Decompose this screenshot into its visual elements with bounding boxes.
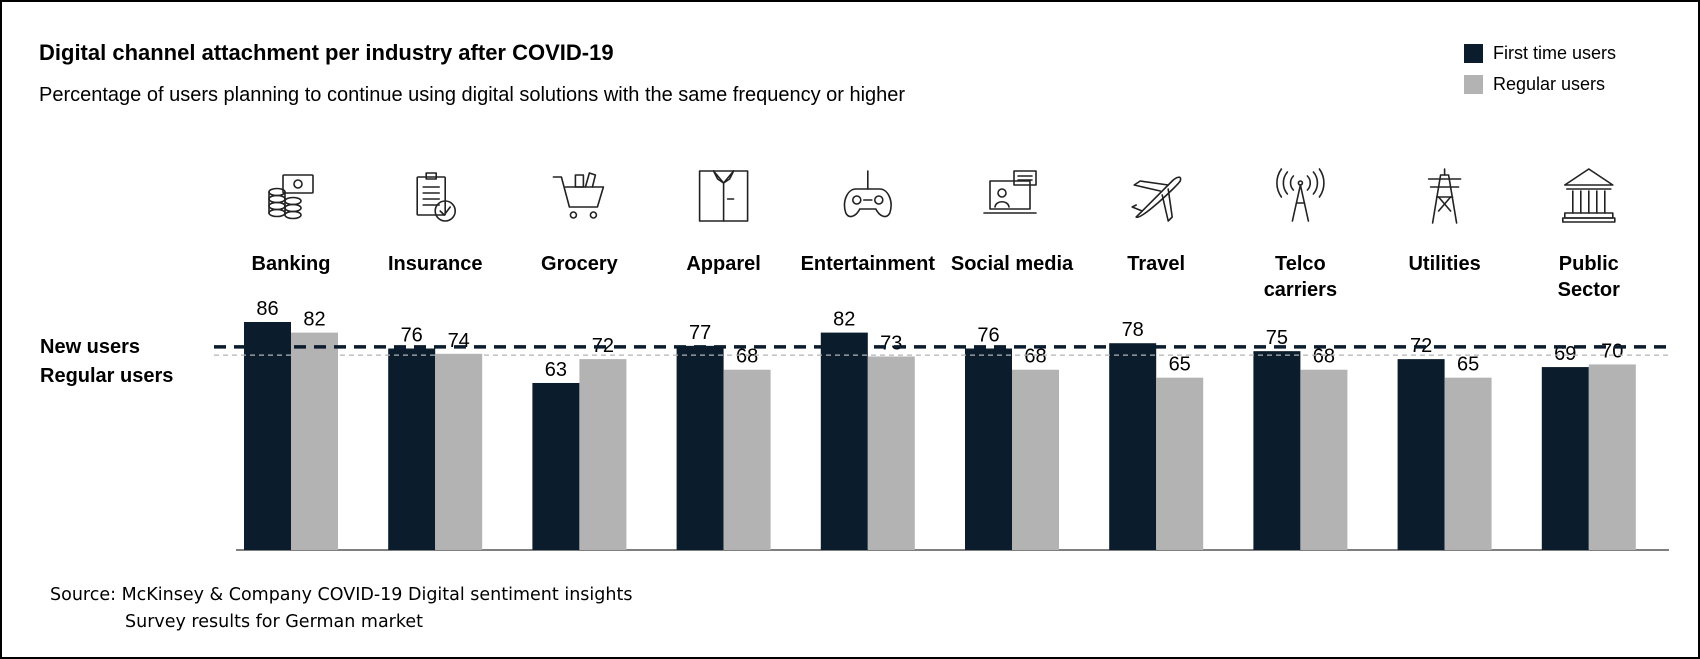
bar-first-time-entertainment	[820, 332, 868, 550]
bar-first-time-banking	[244, 322, 291, 550]
source-note: Source: McKinsey & Company COVID-19 Digi…	[50, 582, 632, 636]
category-label: Utilities	[1408, 253, 1480, 275]
value-label: 78	[1122, 319, 1144, 341]
bar-first-time-telco-carriers	[1253, 351, 1301, 550]
category-label: Apparel	[686, 253, 760, 275]
legend-item-first-time-users: First time users	[1464, 38, 1616, 69]
category-label: Entertainment	[801, 253, 936, 275]
bar-first-time-travel	[1109, 343, 1157, 550]
value-label: 86	[256, 298, 278, 320]
source-line-2: Survey results for German market	[125, 612, 423, 632]
shirt-icon	[698, 170, 749, 222]
value-label: 77	[689, 322, 711, 344]
coins-banknote-icon	[268, 174, 314, 220]
bar-first-time-insurance	[388, 348, 436, 550]
bar-regular-travel	[1156, 377, 1204, 550]
legend: First time users Regular users	[1464, 38, 1616, 100]
legend-item-regular-users: Regular users	[1464, 69, 1616, 100]
value-label: 68	[736, 346, 758, 368]
bar-regular-telco-carriers	[1300, 369, 1348, 550]
category-label: Social media	[951, 253, 1074, 275]
category-label: Grocery	[541, 253, 619, 275]
source-line-1: Source: McKinsey & Company COVID-19 Digi…	[50, 585, 633, 605]
bar-first-time-grocery	[532, 382, 580, 550]
government-building-icon	[1562, 168, 1616, 223]
bar-first-time-apparel	[676, 345, 724, 550]
bar-regular-insurance	[435, 353, 483, 550]
value-label: 68	[1313, 346, 1335, 368]
value-label: 76	[401, 325, 423, 347]
value-label: 65	[1169, 354, 1191, 376]
reference-label-regular-users: Regular users	[40, 365, 173, 387]
value-label: 65	[1457, 354, 1479, 376]
category-label: Public Sector	[1558, 253, 1620, 301]
value-label: 73	[880, 332, 902, 354]
reference-label-new-users: New users	[40, 336, 140, 358]
legend-swatch-first-time-users	[1464, 44, 1483, 63]
value-label: 82	[303, 309, 325, 331]
legend-label-first-time-users: First time users	[1493, 43, 1617, 63]
category-label: Insurance	[388, 253, 482, 275]
laptop-chat-icon	[983, 170, 1037, 214]
bar-first-time-utilities	[1397, 359, 1445, 550]
category-label: Banking	[252, 253, 331, 275]
bar-regular-entertainment	[867, 356, 915, 550]
value-label: 63	[545, 359, 567, 381]
value-label: 82	[833, 309, 855, 331]
airplane-icon	[1131, 176, 1182, 222]
chart-subtitle: Percentage of users planning to continue…	[39, 84, 906, 106]
category-label: Telco carriers	[1264, 253, 1337, 301]
clipboard-check-icon	[416, 172, 457, 222]
bar-regular-utilities	[1444, 377, 1492, 550]
value-label: 68	[1024, 346, 1046, 368]
bar-first-time-social-media	[965, 348, 1012, 550]
bar-regular-public-sector	[1588, 364, 1636, 550]
bar-regular-social-media	[1012, 369, 1059, 550]
legend-swatch-regular-users	[1464, 75, 1483, 94]
bar-regular-grocery	[579, 359, 627, 550]
bar-first-time-public-sector	[1541, 367, 1589, 550]
antenna-tower-icon	[1276, 168, 1325, 222]
legend-label-regular-users: Regular users	[1493, 74, 1606, 94]
chart-title: Digital channel attachment per industry …	[39, 40, 614, 65]
shopping-cart-icon	[552, 172, 605, 219]
value-label: 75	[1266, 327, 1288, 349]
bar-regular-apparel	[723, 369, 771, 550]
value-label: 76	[977, 325, 999, 347]
bar-regular-banking	[291, 332, 338, 550]
gamepad-icon	[843, 170, 892, 218]
category-label: Travel	[1127, 253, 1185, 275]
power-pylon-icon	[1427, 168, 1462, 224]
value-label: 70	[1601, 340, 1623, 362]
